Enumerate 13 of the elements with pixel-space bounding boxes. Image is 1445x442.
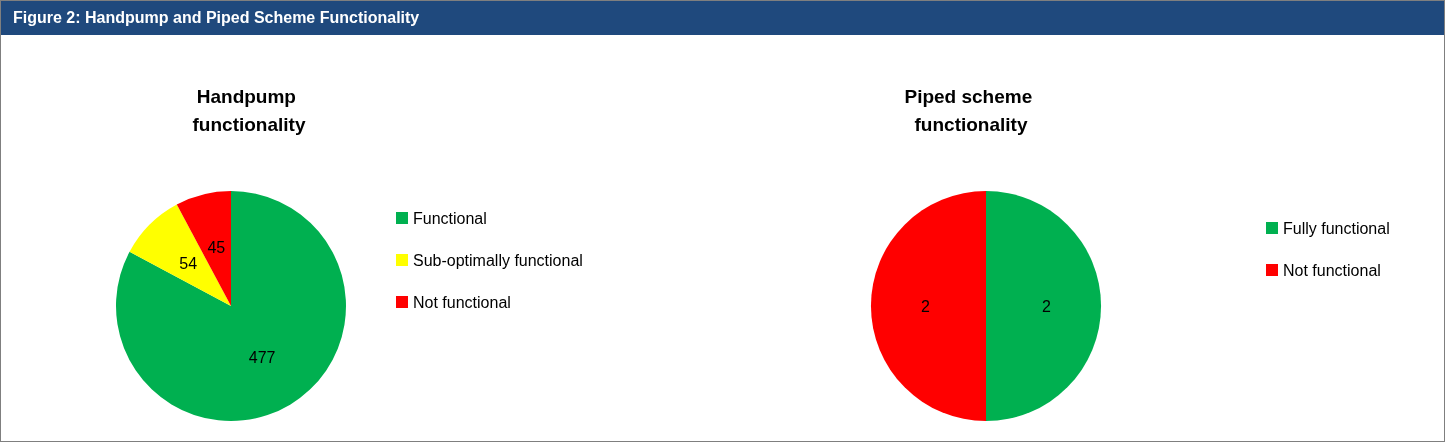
data-label: 45 — [207, 238, 226, 256]
legend-label: Sub-optimally functional — [413, 251, 583, 269]
chart-title: Piped scheme functionality — [904, 85, 1038, 135]
data-label: 2 — [921, 297, 931, 315]
caption: Figure 2: Handpump and Piped Scheme Functionality — [1, 1, 1444, 35]
legend-label: Not functional — [413, 293, 511, 311]
legend-label: Fully functional — [1283, 219, 1390, 237]
data-label: 54 — [179, 254, 198, 272]
legend-label: Functional — [413, 209, 487, 227]
data-label: 2 — [1042, 297, 1052, 315]
legend-label: Not functional — [1283, 261, 1381, 279]
chart-title: Handpump functionality — [192, 85, 306, 135]
data-label: 477 — [248, 349, 276, 367]
